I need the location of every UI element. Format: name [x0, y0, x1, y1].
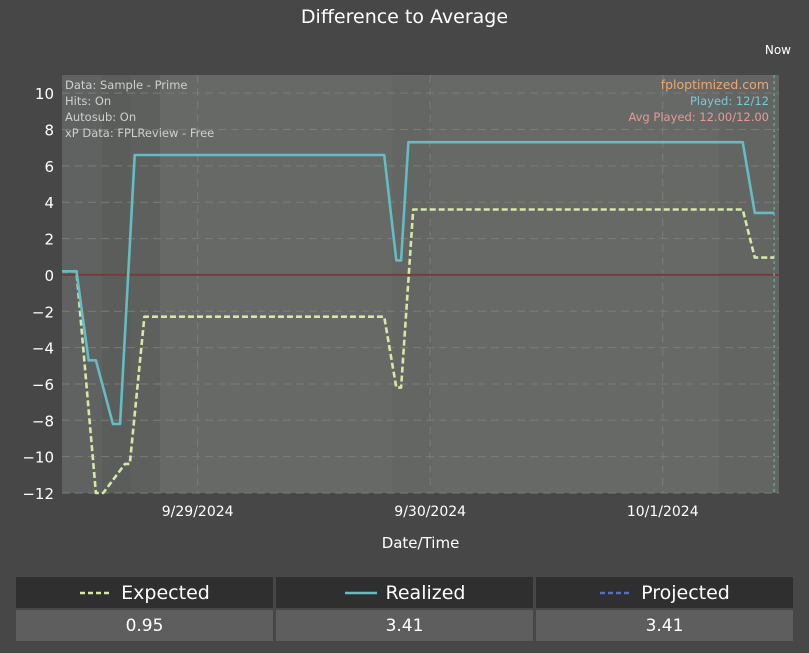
chart-title: Difference to Average [300, 6, 509, 28]
x-tick-label: 9/29/2024 [162, 504, 234, 520]
annotation-left: Autosub: On [65, 110, 136, 124]
x-tick-label: 9/30/2024 [394, 504, 466, 520]
difference-chart: 10 8 6 4 2 0 −2 −4 −6 −8 −10 −12 9/29/2024 9/30/2024 1… [22, 75, 779, 552]
shade-band [392, 75, 432, 493]
y-tick-label: −12 [22, 485, 54, 503]
y-tick-label: 0 [44, 267, 54, 285]
y-tick-label: 8 [44, 122, 54, 140]
now-label: Now [764, 43, 791, 57]
expected-swatch [80, 591, 113, 594]
summary-realized: Realized 3.41 [276, 577, 533, 641]
x-tick-label: 10/1/2024 [627, 504, 699, 520]
realized-label: Realized [385, 581, 466, 604]
annotation-right: fploptimized.com [661, 77, 769, 92]
y-tick-label: 2 [44, 231, 54, 249]
y-tick-label: 10 [35, 85, 54, 103]
y-tick-label: −10 [22, 449, 54, 467]
annotation-right: Avg Played: 12.00/12.00 [628, 110, 769, 124]
annotation-left: xP Data: FPLReview - Free [65, 126, 214, 140]
summary-expected: Expected 0.95 [16, 577, 273, 641]
expected-value: 0.95 [16, 610, 273, 641]
expected-label: Expected [121, 581, 210, 604]
annotation-left: Hits: On [65, 94, 111, 108]
projected-label: Projected [641, 581, 730, 604]
y-tick-label: 4 [44, 194, 54, 212]
x-axis-label: Date/Time [382, 534, 460, 552]
annotation-right: Played: 12/12 [690, 94, 769, 108]
y-tick-label: −8 [32, 412, 54, 430]
series-line-expected [62, 208, 775, 495]
shade-band [62, 75, 102, 493]
y-tick-label: −4 [32, 340, 54, 358]
realized-value: 3.41 [276, 610, 533, 641]
y-tick-label: −6 [32, 376, 54, 394]
y-tick-label: −2 [32, 303, 54, 321]
projected-swatch [600, 591, 633, 594]
series-line-realized [62, 140, 775, 426]
summary-projected: Projected 3.41 [536, 577, 793, 641]
realized-swatch [344, 591, 377, 594]
projected-value: 3.41 [536, 610, 793, 641]
shade-band [719, 75, 779, 493]
annotation-left: Data: Sample - Prime [65, 78, 188, 92]
y-tick-label: 6 [44, 158, 54, 176]
summary-legend: Expected 0.95 Realized 3.41 Projected 3.… [16, 577, 793, 641]
